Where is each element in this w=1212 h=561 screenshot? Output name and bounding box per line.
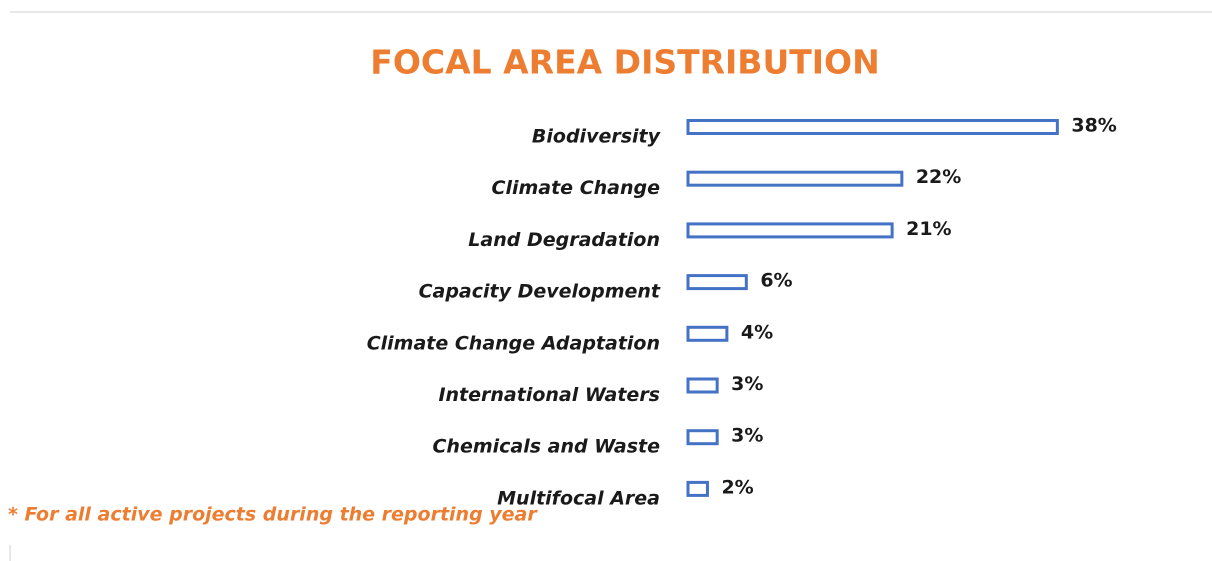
- bar: [686, 377, 719, 394]
- bar: [686, 170, 904, 187]
- value-label: 6%: [760, 270, 792, 292]
- category-label: Chemicals and Waste: [432, 436, 660, 458]
- value-label: 3%: [731, 425, 763, 447]
- bar: [686, 429, 719, 446]
- bar: [686, 325, 729, 342]
- bar: [686, 480, 709, 497]
- value-label: 3%: [731, 373, 763, 395]
- category-label: International Waters: [438, 384, 660, 406]
- chart-title: FOCAL AREA DISTRIBUTION: [370, 43, 879, 82]
- category-label: Climate Change Adaptation: [367, 332, 660, 354]
- value-label: 21%: [906, 218, 951, 240]
- category-label: Land Degradation: [468, 229, 660, 251]
- category-label: Biodiversity: [532, 126, 662, 148]
- category-label: Climate Change: [492, 177, 661, 199]
- footnote: * For all active projects during the rep…: [8, 504, 538, 526]
- value-label: 2%: [721, 476, 753, 498]
- bar: [686, 222, 894, 239]
- value-label: 38%: [1071, 115, 1116, 137]
- category-label: Multifocal Area: [497, 487, 660, 509]
- bar: [686, 274, 748, 291]
- value-label: 22%: [916, 166, 961, 188]
- value-label: 4%: [741, 321, 773, 343]
- category-label: Capacity Development: [419, 281, 661, 303]
- bar: [686, 119, 1059, 135]
